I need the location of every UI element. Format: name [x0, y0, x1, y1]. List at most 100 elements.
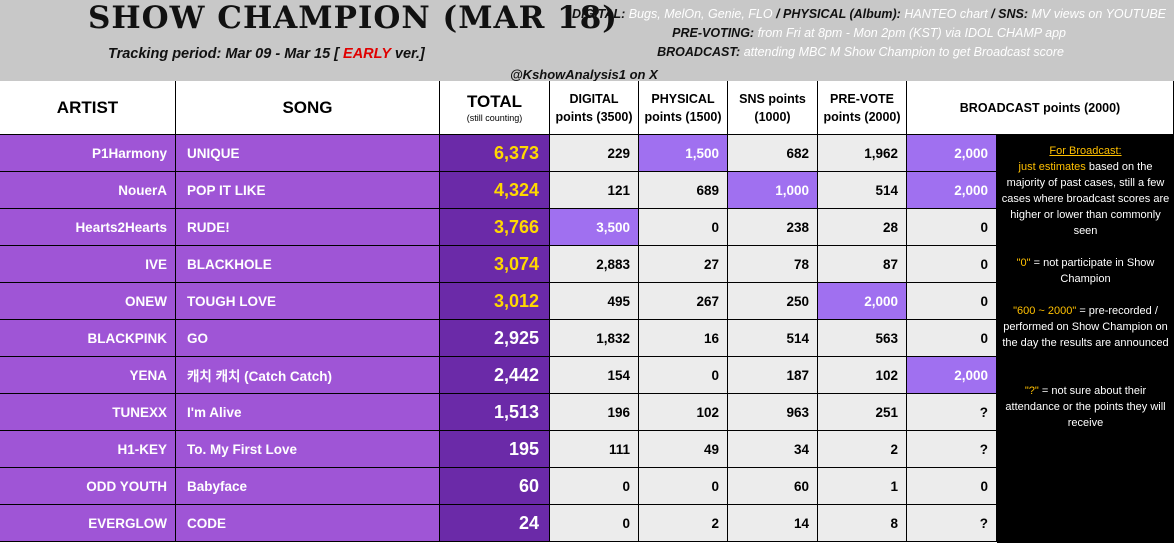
- total-cell: 24: [440, 505, 550, 542]
- artist-cell: YENA: [0, 357, 176, 394]
- period-text: Tracking period: Mar 09 - Mar 15 [: [108, 46, 339, 62]
- col-header-prevote: PRE-VOTE points (2000): [818, 81, 907, 135]
- col-header-song: SONG: [176, 81, 440, 135]
- digital-cell: 2,883: [550, 246, 639, 283]
- sns-cell: 187: [728, 357, 818, 394]
- physical-cell: 0: [639, 209, 728, 246]
- note-line4-key: "?": [1024, 385, 1039, 397]
- col-header-digital: DIGITAL points (3500): [550, 81, 639, 135]
- table-row: NouerA POP IT LIKE 4,324 121 689 1,000 514 2,00…: [0, 172, 1174, 209]
- tracking-period: Tracking period: Mar 09 - Mar 15 [ EARLY…: [108, 46, 425, 62]
- physical-cell: 2: [639, 505, 728, 542]
- prevote-cell: 8: [818, 505, 907, 542]
- artist-cell: ODD YOUTH: [0, 468, 176, 505]
- digital-cell: 0: [550, 468, 639, 505]
- digital-cell: 121: [550, 172, 639, 209]
- table-row: ODD YOUTH Babyface 60 0 0 60 1 0: [0, 468, 1174, 505]
- prevote-cell: 28: [818, 209, 907, 246]
- song-cell: 캐치 캐치 (Catch Catch): [176, 357, 440, 394]
- total-cell: 4,324: [440, 172, 550, 209]
- song-cell: UNIQUE: [176, 135, 440, 172]
- info-broadcast: BROADCAST: attending MBC M Show Champion…: [657, 45, 1064, 59]
- physical-cell: 16: [639, 320, 728, 357]
- artist-cell: EVERGLOW: [0, 505, 176, 542]
- broadcast-note: For Broadcast: just estimates based on t…: [997, 135, 1174, 543]
- total-cell: 60: [440, 468, 550, 505]
- info-broadcast-label: BROADCAST:: [657, 45, 741, 59]
- sns-cell: 78: [728, 246, 818, 283]
- total-cell: 1,513: [440, 394, 550, 431]
- artist-cell: P1Harmony: [0, 135, 176, 172]
- total-cell: 2,442: [440, 357, 550, 394]
- info-digital: DIGITAL: Bugs, MelOn, Genie, FLO / PHYSI…: [572, 7, 1166, 21]
- artist-cell: IVE: [0, 246, 176, 283]
- table-row: BLACKPINK GO 2,925 1,832 16 514 563 0: [0, 320, 1174, 357]
- table-row: ONEW TOUGH LOVE 3,012 495 267 250 2,000 0: [0, 283, 1174, 320]
- table-row: Hearts2Hearts RUDE! 3,766 3,500 0 238 28 0: [0, 209, 1174, 246]
- total-cell: 195: [440, 431, 550, 468]
- table-row: IVE BLACKHOLE 3,074 2,883 27 78 87 0: [0, 246, 1174, 283]
- total-cell: 3,012: [440, 283, 550, 320]
- sns-cell: 514: [728, 320, 818, 357]
- prevote-cell: 2: [818, 431, 907, 468]
- broadcast-cell: 0: [907, 246, 997, 283]
- col-header-physical: PHYSICAL points (1500): [639, 81, 728, 135]
- physical-cell: 49: [639, 431, 728, 468]
- header-banner: SHOW CHAMPION (MAR 18) Tracking period: …: [0, 0, 1174, 82]
- broadcast-cell: 0: [907, 320, 997, 357]
- total-cell: 6,373: [440, 135, 550, 172]
- period-early-label: EARLY: [343, 46, 391, 62]
- info-prevote-label: PRE-VOTING:: [672, 26, 755, 40]
- broadcast-cell: 0: [907, 283, 997, 320]
- digital-cell: 229: [550, 135, 639, 172]
- digital-cell: 495: [550, 283, 639, 320]
- broadcast-cell: ?: [907, 394, 997, 431]
- period-suffix: ver.]: [394, 46, 425, 62]
- info-digital-value: Bugs, MelOn, Genie, FLO: [628, 7, 773, 21]
- score-table: ARTIST SONG TOTAL (still counting) DIGIT…: [0, 81, 1174, 543]
- prevote-cell: 87: [818, 246, 907, 283]
- info-sns-value: MV views on YOUTUBE: [1031, 7, 1166, 21]
- table-row: TUNEXX I'm Alive 1,513 196 102 963 251?: [0, 394, 1174, 431]
- broadcast-cell: 2,000: [907, 135, 997, 172]
- table-row: P1Harmony UNIQUE 6,373 229 1,500 682 1,962 2,00…: [0, 135, 1174, 172]
- col-header-total: TOTAL (still counting): [440, 81, 550, 135]
- col-header-total-label: TOTAL: [466, 91, 523, 111]
- digital-cell: 1,832: [550, 320, 639, 357]
- broadcast-cell: 0: [907, 209, 997, 246]
- physical-cell: 0: [639, 357, 728, 394]
- note-line2-text: = not participate in Show Champion: [1030, 257, 1155, 285]
- sns-cell: 238: [728, 209, 818, 246]
- sns-cell: 60: [728, 468, 818, 505]
- digital-cell: 196: [550, 394, 639, 431]
- song-cell: To. My First Love: [176, 431, 440, 468]
- info-physical-label: / PHYSICAL (Album):: [776, 7, 901, 21]
- broadcast-cell: 2,000: [907, 357, 997, 394]
- info-digital-label: DIGITAL:: [572, 7, 626, 21]
- prevote-cell: 1: [818, 468, 907, 505]
- note-line1-text: based on the majority of past cases, sti…: [1001, 161, 1170, 237]
- sns-cell: 682: [728, 135, 818, 172]
- sns-cell: 1,000: [728, 172, 818, 209]
- artist-cell: Hearts2Hearts: [0, 209, 176, 246]
- physical-cell: 689: [639, 172, 728, 209]
- broadcast-cell: ?: [907, 505, 997, 542]
- song-cell: CODE: [176, 505, 440, 542]
- info-sns-label: / SNS:: [991, 7, 1028, 21]
- physical-cell: 102: [639, 394, 728, 431]
- prevote-cell: 1,962: [818, 135, 907, 172]
- col-header-total-sub: (still counting): [466, 112, 523, 123]
- physical-cell: 1,500: [639, 135, 728, 172]
- note-line3-text: = pre-recorded / performed on Show Champ…: [1002, 305, 1169, 349]
- info-prevote: PRE-VOTING: from Fri at 8pm - Mon 2pm (K…: [672, 26, 1066, 40]
- artist-cell: NouerA: [0, 172, 176, 209]
- col-header-artist: ARTIST: [0, 81, 176, 135]
- digital-cell: 0: [550, 505, 639, 542]
- page-title: SHOW CHAMPION (MAR 18): [88, 0, 618, 36]
- song-cell: I'm Alive: [176, 394, 440, 431]
- digital-cell: 3,500: [550, 209, 639, 246]
- sns-cell: 14: [728, 505, 818, 542]
- table-row: EVERGLOW CODE 24 0 2 14 8?: [0, 505, 1174, 542]
- info-physical-value: HANTEO chart: [904, 7, 988, 21]
